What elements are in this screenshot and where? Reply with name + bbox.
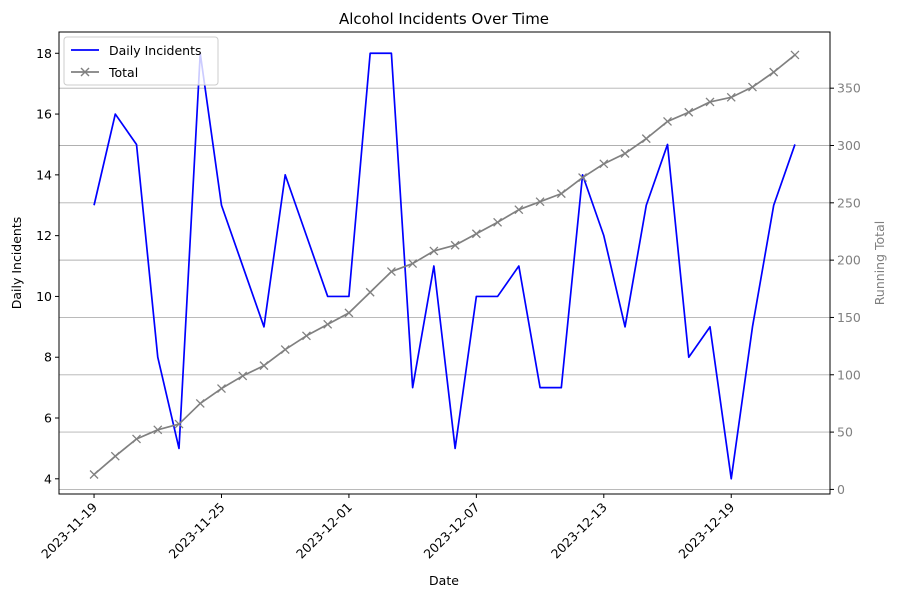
y2-tick-label-0: 0 [837, 482, 845, 497]
x-tick-label-2: 2023-12-01 [293, 500, 355, 562]
data-point-1-9 [280, 345, 290, 355]
x-axis: 2023-11-19 2023-11-25 2023-12-01 2023-12-07… [38, 494, 737, 561]
data-point-1-20 [514, 205, 524, 215]
y-tick-label-6: 16 [36, 107, 52, 122]
y2-tick-label-2: 100 [837, 367, 861, 382]
y2-tick-label-6: 300 [837, 138, 861, 153]
grid-layer [59, 87, 830, 490]
legend-label-total: Total [108, 65, 138, 80]
y2-tick-label-4: 200 [837, 253, 861, 268]
data-point-1-26 [641, 134, 651, 144]
data-point-1-22 [556, 189, 566, 199]
data-point-1-33 [790, 50, 800, 60]
right-axis: 0 50 100 150 200 250 300 350 [830, 81, 861, 497]
legend-marker-total [80, 67, 90, 77]
legend: Daily Incidents Total [63, 36, 219, 86]
data-point-1-30 [726, 92, 736, 102]
data-point-1-6 [217, 384, 226, 393]
series-layer [89, 50, 800, 480]
y-tick-label-4: 12 [36, 228, 52, 243]
data-point-1-14 [386, 267, 396, 277]
series-line-1 [93, 54, 796, 476]
data-point-1-4 [174, 419, 184, 429]
legend-label-daily: Daily Incidents [109, 43, 202, 58]
y-tick-label-3: 10 [36, 289, 52, 304]
data-point-1-28 [684, 107, 694, 117]
data-point-1-19 [493, 217, 503, 227]
x-axis-title: Date [429, 573, 459, 588]
x-tick-label-3: 2023-12-07 [420, 500, 482, 562]
series-daily-incidents [93, 52, 796, 480]
y-tick-label-0: 4 [44, 471, 52, 486]
data-point-1-17 [450, 240, 460, 250]
y2-tick-label-7: 350 [837, 81, 861, 96]
y-tick-label-5: 14 [36, 167, 52, 182]
data-point-1-18 [471, 229, 481, 239]
y2-tick-label-5: 250 [837, 195, 861, 210]
data-point-1-2 [132, 434, 141, 444]
data-point-1-27 [663, 116, 672, 126]
data-point-1-11 [323, 319, 333, 329]
data-point-1-29 [705, 97, 715, 107]
series-line-0 [93, 52, 796, 480]
y-tick-label-1: 6 [44, 411, 52, 426]
data-point-1-13 [365, 287, 375, 297]
y-tick-label-2: 8 [44, 350, 52, 365]
y2-tick-label-1: 50 [837, 425, 853, 440]
data-point-1-24 [599, 159, 609, 169]
data-point-1-7 [238, 371, 248, 381]
data-point-1-1 [110, 451, 120, 461]
data-point-1-5 [195, 398, 205, 408]
data-point-1-10 [301, 331, 311, 341]
data-point-1-12 [344, 308, 354, 318]
x-tick-label-0: 2023-11-19 [38, 499, 100, 561]
data-point-1-3 [153, 425, 163, 435]
data-point-1-8 [259, 361, 269, 371]
x-tick-label-1: 2023-11-25 [166, 500, 228, 562]
data-point-1-16 [429, 246, 439, 256]
y2-axis-title: Running Total [872, 221, 887, 305]
data-point-1-15 [408, 259, 418, 269]
x-tick-label-5: 2023-12-19 [675, 499, 737, 561]
left-axis: 4 6 8 10 12 14 16 18 [36, 46, 59, 486]
data-point-1-21 [535, 197, 545, 207]
y-tick-label-7: 18 [36, 46, 52, 61]
y2-tick-label-3: 150 [837, 310, 861, 325]
plot-frame [58, 31, 831, 495]
y-axis-title: Daily Incidents [9, 217, 24, 310]
legend-box [63, 36, 219, 86]
data-point-1-25 [620, 149, 630, 158]
x-tick-label-4: 2023-12-13 [548, 500, 610, 562]
data-point-1-23 [578, 173, 588, 183]
chart-title: Alcohol Incidents Over Time [339, 10, 549, 28]
data-point-1-32 [769, 67, 779, 77]
data-point-1-0 [89, 470, 99, 479]
data-point-1-31 [748, 82, 757, 92]
series-total [89, 50, 800, 479]
